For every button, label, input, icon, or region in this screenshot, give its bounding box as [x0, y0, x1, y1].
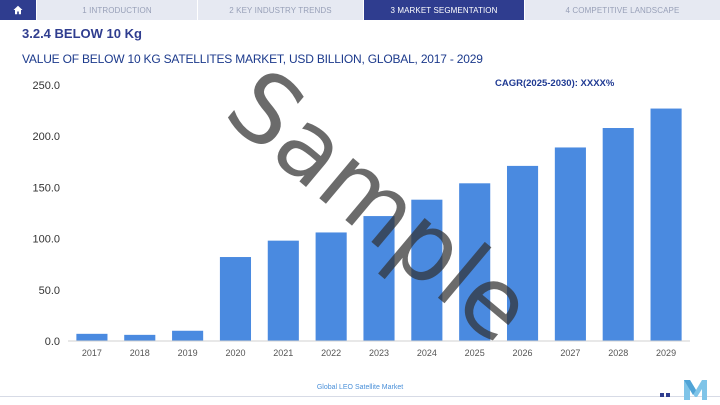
- y-tick-label: 100.0: [32, 234, 60, 246]
- x-tick-label: 2017: [82, 348, 102, 358]
- x-tick-label: 2029: [656, 348, 676, 358]
- x-tick-label: 2023: [369, 348, 389, 358]
- x-tick-label: 2025: [465, 348, 485, 358]
- x-tick-label: 2028: [608, 348, 628, 358]
- nav-tab-competitive-landscape[interactable]: 4 COMPETITIVE LANDSCAPE: [524, 0, 720, 20]
- y-tick-label: 250.0: [32, 80, 60, 92]
- mordor-logo-icon: [660, 380, 707, 400]
- footer-text: Global LEO Satellite Market: [316, 384, 404, 391]
- bar-2026: [506, 165, 539, 341]
- top-navigation: 1 INTRODUCTION 2 KEY INDUSTRY TRENDS 3 M…: [0, 0, 720, 20]
- chart-title: VALUE OF BELOW 10 KG SATELLITES MARKET, …: [22, 52, 483, 66]
- x-tick-label: 2018: [130, 348, 150, 358]
- bar-2028: [602, 128, 634, 341]
- y-tick-label: 150.0: [32, 182, 60, 194]
- bar-2021: [267, 240, 299, 341]
- y-tick-label: 0.0: [45, 336, 60, 348]
- bar-2018: [124, 334, 156, 341]
- x-tick-label: 2026: [513, 348, 533, 358]
- bar-2022: [315, 232, 347, 341]
- bar-2029: [650, 108, 682, 341]
- home-button[interactable]: [0, 0, 36, 20]
- y-tick-label: 50.0: [39, 285, 60, 297]
- x-tick-label: 2022: [321, 348, 341, 358]
- home-icon: [13, 5, 23, 15]
- bar-2019: [172, 330, 204, 341]
- bar-2027: [554, 147, 586, 341]
- bar-2017: [76, 333, 108, 341]
- x-tick-label: 2027: [560, 348, 580, 358]
- bar-2025: [459, 183, 491, 341]
- x-tick-label: 2021: [273, 348, 293, 358]
- section-title: 3.2.4 BELOW 10 Kg: [22, 26, 142, 41]
- bar-2024: [411, 199, 443, 341]
- footer-divider: [0, 396, 720, 397]
- x-tick-label: 2024: [417, 348, 437, 358]
- bar-2020: [219, 257, 252, 341]
- cagr-note: CAGR(2025-2030): XXXX%: [495, 78, 615, 89]
- nav-tab-market-segmentation[interactable]: 3 MARKET SEGMENTATION: [363, 0, 524, 20]
- x-tick-label: 2020: [225, 348, 245, 358]
- nav-tab-key-industry-trends[interactable]: 2 KEY INDUSTRY TRENDS: [197, 0, 363, 20]
- x-tick-label: 2019: [178, 348, 198, 358]
- bar-2023: [363, 216, 395, 341]
- y-tick-label: 200.0: [32, 131, 60, 143]
- nav-tab-introduction[interactable]: 1 INTRODUCTION: [36, 0, 197, 20]
